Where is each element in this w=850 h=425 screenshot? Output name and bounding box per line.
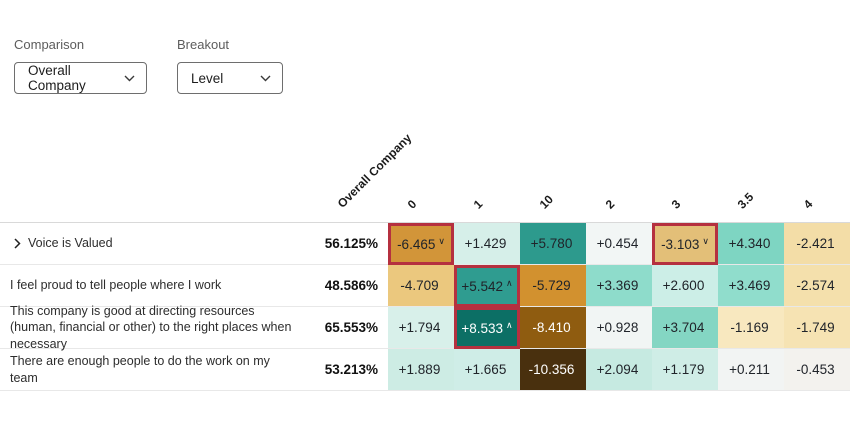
table-row: Voice is Valued 56.125% -6.465 ∨ +1.429 +… (0, 223, 850, 265)
row-label-text: There are enough people to do the work o… (10, 354, 270, 385)
heatmap-cell[interactable]: -5.729 (520, 265, 586, 306)
heatmap-cell[interactable]: +1.794 (388, 307, 454, 348)
row-label: Voice is Valued (0, 223, 300, 264)
row-cells: -6.465 ∨ +1.429 +5.780 +0.454 -3.103 ∨ +4.… (388, 223, 850, 265)
heatmap-cell[interactable]: +2.600 (652, 265, 718, 306)
row-percent: 53.213% (324, 362, 378, 377)
row-label-text: I feel proud to tell people where I work (10, 278, 222, 293)
heatmap-cell[interactable]: -0.453 (784, 349, 850, 390)
significance-marker-icon: ∨ (438, 235, 445, 246)
column-header-0: 0 (404, 196, 420, 212)
heatmap-cell[interactable]: +1.889 (388, 349, 454, 390)
heatmap-cell[interactable]: +1.429 (454, 223, 520, 264)
row-percent: 48.586% (324, 278, 378, 293)
breakout-label: Breakout (177, 37, 230, 52)
breakout-control: Breakout Level (177, 37, 283, 94)
table-row: I feel proud to tell people where I work… (0, 265, 850, 307)
row-label: This company is good at directing resour… (0, 304, 300, 351)
row-label: There are enough people to do the work o… (0, 349, 300, 390)
breakout-dropdown-value: Level (191, 70, 224, 86)
expand-chevron-icon[interactable] (0, 238, 28, 249)
table-row: This company is good at directing resour… (0, 304, 850, 351)
table-row: There are enough people to do the work o… (0, 349, 850, 391)
comparison-dropdown-value: Overall Company (28, 63, 86, 93)
heatmap-cell[interactable]: -8.410 (520, 307, 586, 348)
heatmap-cell[interactable]: -2.421 (784, 223, 850, 264)
significance-marker-icon: ∧ (506, 277, 513, 288)
heatmap-cell[interactable]: -4.709 (388, 265, 454, 306)
row-label: I feel proud to tell people where I work (0, 265, 300, 306)
heatmap-cell[interactable]: +1.665 (454, 349, 520, 390)
heatmap-cell[interactable]: -3.103 ∨ (652, 223, 718, 265)
chevron-down-icon (260, 75, 271, 81)
heatmap-cell[interactable]: -10.356 (520, 349, 586, 390)
heatmap-table: Voice is Valued 56.125% -6.465 ∨ +1.429 +… (0, 222, 850, 391)
row-cells: -4.709 +5.542 ∧ -5.729 +3.369 +2.600 +3.4… (388, 265, 850, 307)
heatmap-cell[interactable]: +3.469 (718, 265, 784, 306)
row-label-text: Voice is Valued (28, 236, 113, 251)
row-percent: 65.553% (324, 320, 378, 335)
comparison-label: Comparison (14, 37, 85, 52)
significance-marker-icon: ∧ (506, 319, 513, 330)
column-header-3-5: 3.5 (734, 189, 757, 212)
comparison-dropdown[interactable]: Overall Company (14, 62, 147, 94)
heatmap-cell[interactable]: -1.169 (718, 307, 784, 348)
row-percent: 56.125% (324, 236, 378, 251)
row-cells: +1.794 +8.533 ∧ -8.410 +0.928 +3.704 -1.1… (388, 307, 850, 349)
heatmap-cell[interactable]: +0.928 (586, 307, 652, 348)
heatmap-cell[interactable]: +0.211 (718, 349, 784, 390)
heatmap-cell[interactable]: +2.094 (586, 349, 652, 390)
row-label-text: This company is good at directing resour… (10, 304, 292, 351)
heatmap-cell[interactable]: -2.574 (784, 265, 850, 306)
heatmap-cell[interactable]: -6.465 ∨ (388, 223, 454, 265)
column-header-10: 10 (536, 192, 557, 212)
comparison-control: Comparison Overall Company (14, 37, 147, 94)
heatmap-cell[interactable]: +0.454 (586, 223, 652, 264)
column-header-3: 3 (668, 196, 684, 212)
column-header-2: 2 (602, 196, 618, 212)
heatmap-cell[interactable]: +8.533 ∧ (454, 307, 520, 349)
row-cells: +1.889 +1.665 -10.356 +2.094 +1.179 +0.2… (388, 349, 850, 390)
heatmap-cell[interactable]: +5.542 ∧ (454, 265, 520, 307)
heatmap-cell[interactable]: +1.179 (652, 349, 718, 390)
chevron-down-icon (124, 75, 135, 81)
heatmap-cell[interactable]: +4.340 (718, 223, 784, 264)
heatmap-cell[interactable]: -1.749 (784, 307, 850, 348)
significance-marker-icon: ∨ (702, 235, 709, 246)
heatmap-cell[interactable]: +3.704 (652, 307, 718, 348)
breakout-dropdown[interactable]: Level (177, 62, 283, 94)
heatmap-cell[interactable]: +3.369 (586, 265, 652, 306)
heatmap-cell[interactable]: +5.780 (520, 223, 586, 264)
column-header-1: 1 (470, 196, 486, 212)
column-header-4: 4 (800, 196, 816, 212)
